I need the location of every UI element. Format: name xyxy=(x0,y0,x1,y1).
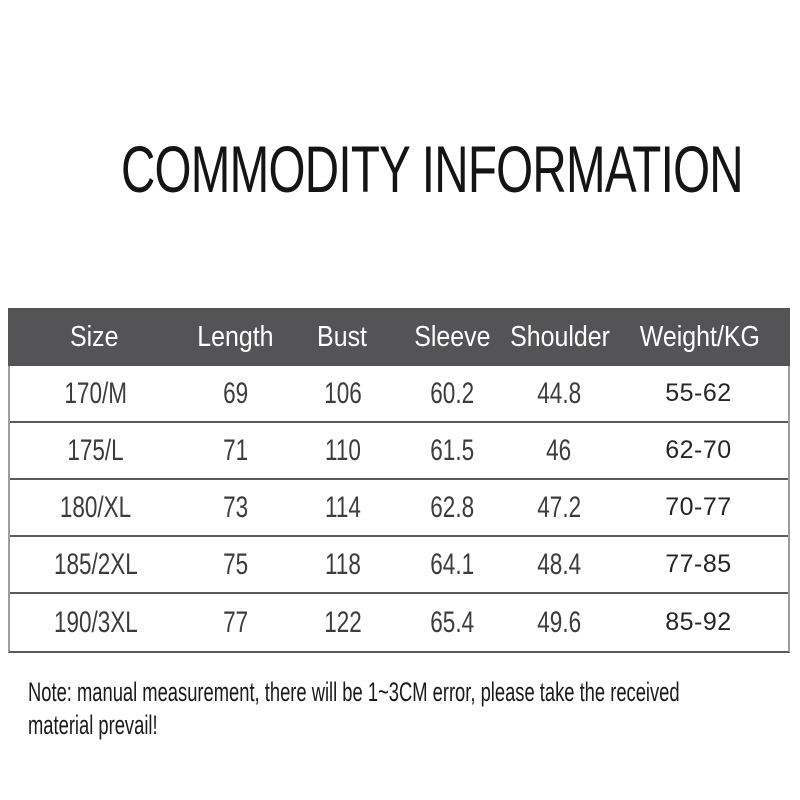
cell-bust: 110 xyxy=(324,433,361,467)
cell-length: 69 xyxy=(223,376,249,410)
table-row: 185/2XL 75 118 64.1 48.4 77-85 xyxy=(10,537,788,594)
cell-weight: 55-62 xyxy=(665,379,732,407)
cell-sleeve: 61.5 xyxy=(430,433,475,467)
cell-sleeve: 65.4 xyxy=(430,605,475,639)
note-line-1: Note: manual measurement, there will be … xyxy=(28,677,680,707)
cell-bust: 122 xyxy=(324,605,362,639)
cell-length: 71 xyxy=(223,433,249,467)
cell-size: 180/XL xyxy=(59,490,132,524)
cell-sleeve: 60.2 xyxy=(430,376,475,410)
measurement-note: Note: manual measurement, there will be … xyxy=(28,676,800,742)
cell-weight: 85-92 xyxy=(665,608,732,636)
column-header-weight: Weight/KG xyxy=(639,320,761,353)
page-title-text: COMMODITY INFORMATION xyxy=(120,132,744,206)
table-header-row: Size Length Bust Sleeve Shoulder Weight/… xyxy=(8,308,790,366)
cell-shoulder: 46 xyxy=(546,433,572,467)
cell-weight: 77-85 xyxy=(665,550,732,578)
table-row: 180/XL 73 114 62.8 47.2 70-77 xyxy=(10,480,788,537)
cell-weight: 70-77 xyxy=(665,493,732,521)
cell-shoulder: 48.4 xyxy=(537,547,582,581)
column-header-size: Size xyxy=(69,320,119,353)
cell-bust: 118 xyxy=(324,547,361,581)
cell-shoulder: 44.8 xyxy=(537,376,582,410)
cell-bust: 114 xyxy=(324,490,361,524)
cell-size: 175/L xyxy=(67,433,124,467)
cell-length: 75 xyxy=(223,547,249,581)
cell-shoulder: 49.6 xyxy=(537,605,582,639)
cell-bust: 106 xyxy=(324,376,362,410)
cell-length: 73 xyxy=(223,490,249,524)
cell-size: 170/M xyxy=(64,376,127,410)
column-header-length: Length xyxy=(196,320,274,353)
note-line-2: material prevail! xyxy=(28,710,158,740)
column-header-bust: Bust xyxy=(317,320,368,353)
column-header-shoulder: Shoulder xyxy=(510,320,610,353)
cell-weight: 62-70 xyxy=(665,436,732,464)
cell-sleeve: 64.1 xyxy=(430,547,475,581)
cell-sleeve: 62.8 xyxy=(430,490,475,524)
size-chart-table: Size Length Bust Sleeve Shoulder Weight/… xyxy=(8,308,790,653)
cell-shoulder: 47.2 xyxy=(537,490,582,524)
page-title: COMMODITY INFORMATION xyxy=(0,136,800,202)
column-header-sleeve: Sleeve xyxy=(414,320,491,353)
table-row: 175/L 71 110 61.5 46 62-70 xyxy=(10,423,788,480)
table-row: 190/3XL 77 122 65.4 49.6 85-92 xyxy=(10,594,788,651)
table-body: 170/M 69 106 60.2 44.8 55-62 175/L 71 11… xyxy=(8,366,790,653)
cell-length: 77 xyxy=(223,605,249,639)
cell-size: 190/3XL xyxy=(53,605,138,639)
cell-size: 185/2XL xyxy=(53,547,138,581)
table-row: 170/M 69 106 60.2 44.8 55-62 xyxy=(10,366,788,423)
